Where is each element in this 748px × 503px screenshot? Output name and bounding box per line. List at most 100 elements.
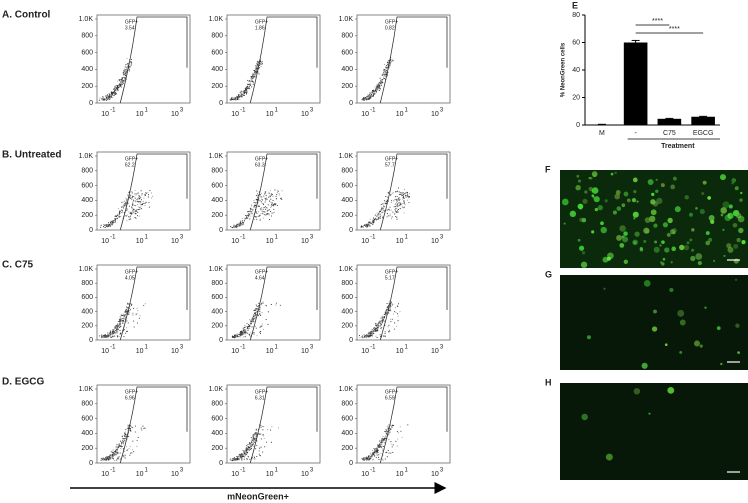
y-tick-label: 600 [211,49,223,56]
event-dot [124,80,125,81]
event-dot [121,87,122,88]
fluorescent-cell [579,246,584,251]
event-dot [123,83,124,84]
event-dot [250,209,251,210]
event-dot [388,325,389,326]
event-dot [123,314,124,315]
event-dot [263,302,264,303]
x-tick-base: 10 [396,111,404,118]
event-dot [251,211,252,212]
flow-plot: 02004006008001.0K10-1101103GFP+62.2 [79,152,190,245]
event-dot [114,329,115,330]
event-dot [365,335,366,336]
event-dot [253,200,254,201]
event-dot [118,208,119,209]
flow-plot: 02004006008001.0K10-1101103GFP+6.96 [79,385,190,478]
event-dot [248,334,249,335]
x-tick-base: 10 [266,471,274,478]
fluorescent-cell [644,280,651,287]
event-dot [143,198,144,199]
event-dot [262,199,263,200]
event-dot [269,209,270,210]
event-dot [126,72,127,73]
event-dot [399,200,400,201]
event-dot [125,69,126,70]
event-dot [370,453,371,454]
event-dot [128,428,129,429]
event-dot [251,319,252,320]
event-dot [375,323,376,324]
event-dot [125,67,126,68]
event-dot [125,431,126,432]
event-dot [246,451,247,452]
event-dot [126,446,127,447]
event-dot [382,75,383,76]
event-dot [390,441,391,442]
event-dot [378,217,379,218]
event-dot [246,218,247,219]
event-dot [122,438,123,439]
event-dot [133,212,134,213]
event-dot [258,211,259,212]
event-dot [246,93,247,94]
y-tick-label: 60 [572,39,580,46]
event-dot [125,433,126,434]
event-dot [138,193,139,194]
event-dot [267,211,268,212]
event-dot [111,94,112,95]
event-dot [278,191,279,192]
event-dot [234,335,235,336]
event-dot [399,204,400,205]
event-dot [128,312,129,313]
event-dot [125,429,126,430]
event-dot [388,192,389,193]
fluorescent-cell [611,173,614,176]
event-dot [141,428,142,429]
y-tick-label: 200 [341,212,353,219]
event-dot [377,214,378,215]
plot-frame [227,385,320,463]
event-dot [260,304,261,305]
event-dot [131,62,132,63]
event-dot [115,332,116,333]
fluorescent-cell [570,211,576,217]
event-dot [380,318,381,319]
event-dot [381,323,382,324]
event-dot [387,426,388,427]
event-dot [251,80,252,81]
event-dot [126,216,127,217]
x-tick-base: 10 [231,238,239,245]
event-dot [110,456,111,457]
y-tick-label: 600 [341,415,353,422]
event-dot [391,200,392,201]
event-dot [374,92,375,93]
event-dot [376,330,377,331]
event-dot [249,328,250,329]
fluorescent-cell [723,255,725,257]
event-dot [117,218,118,219]
event-dot [108,459,109,460]
event-dot [246,326,247,327]
fluorescent-cell [603,288,605,290]
event-dot [400,194,401,195]
event-dot [273,205,274,206]
x-tick-base: 10 [136,238,144,245]
event-dot [367,335,368,336]
event-dot [262,312,263,313]
event-dot [103,98,104,99]
fluorescent-cell [656,179,658,181]
y-tick-label: 1.0K [339,153,354,160]
event-dot [276,194,277,195]
fluorescent-cell [659,244,661,246]
event-dot [104,225,105,226]
fluorescent-cell [643,240,646,243]
event-dot [143,305,144,306]
fluorescent-cell [687,241,690,244]
event-dot [396,202,397,203]
fluorescent-cell [663,222,668,227]
event-dot [120,334,121,335]
event-dot [402,206,403,207]
event-dot [272,205,273,206]
event-dot [109,456,110,457]
event-dot [135,211,136,212]
